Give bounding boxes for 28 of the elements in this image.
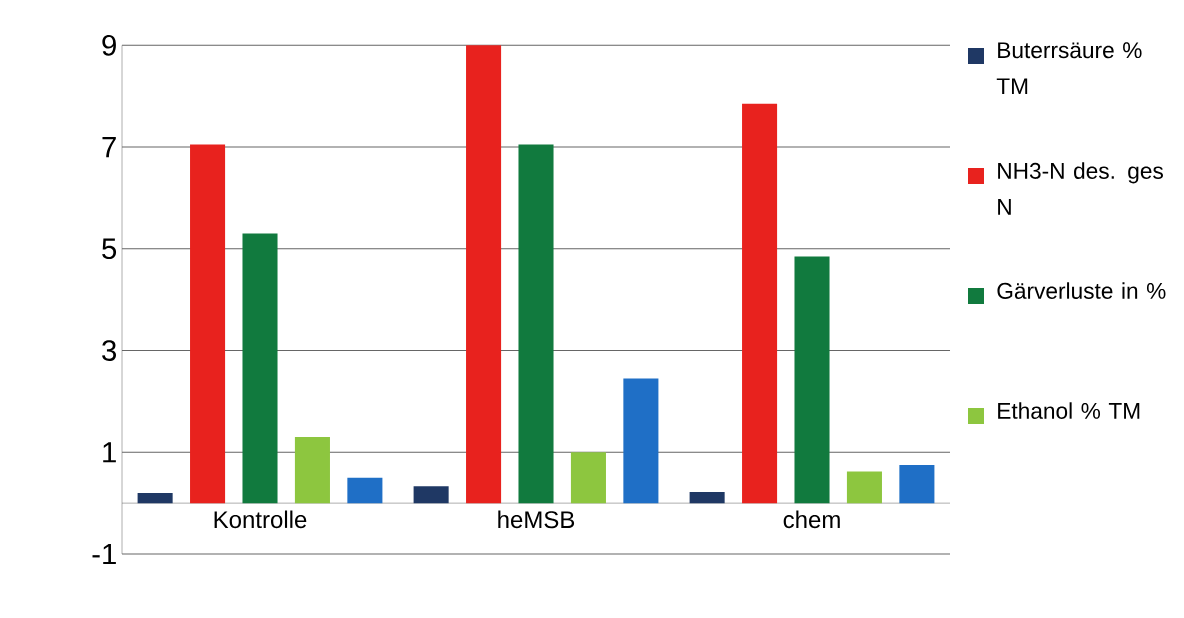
y-tick-label: 7 [102,136,116,158]
legend-label: NH3-N des. ges N [998,162,1163,215]
y-tick-label: 5 [102,238,117,260]
bar [742,103,778,504]
y-tick-label: 9 [102,34,116,56]
x-tick-label: heMSB [498,510,575,529]
bar [294,437,330,504]
legend-label: Buterrsäure % TM [996,42,1142,94]
legend-label: Ethanol % TM [998,402,1140,419]
y-tick-label: 3 [102,340,117,361]
bar [518,144,554,504]
bar [466,45,502,504]
y-tick-label: -1 [92,543,116,565]
bar [190,144,226,504]
bar [242,233,278,504]
bar [846,471,882,504]
bar [623,378,659,504]
bar [570,452,606,504]
x-tick-label: Kontrolle [214,510,307,529]
x-tick-label: chem [783,510,840,529]
bar [689,491,725,504]
bar [794,256,830,504]
bar [899,464,935,504]
bar [137,492,173,504]
bar [413,486,449,504]
y-tick-label: 1 [103,442,116,463]
legend-label: Gärverluste in % [997,282,1166,299]
bar [347,477,383,504]
